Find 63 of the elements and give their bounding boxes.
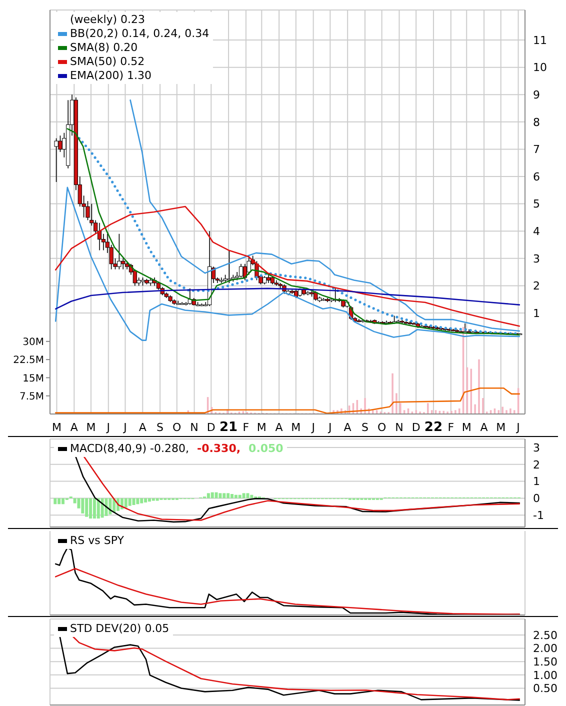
y2-tick-label: 7.5M [19, 391, 44, 402]
legend-label: EMA(200) 1.30 [70, 69, 152, 83]
legend-label: SMA(50) 0.52 [70, 55, 145, 69]
y2-tick-label: 22.5M [13, 355, 44, 366]
x-tick-label: D [206, 421, 216, 434]
x-tick-label: A [70, 421, 78, 434]
y-tick-label: 2.50 [533, 628, 558, 642]
x-tick-label: A [275, 421, 284, 434]
legend-label: MACD(8,40,9) -0.280, [70, 442, 189, 456]
x-tick-label: 21 [220, 420, 238, 435]
y-tick-label: 10 [533, 61, 547, 74]
y2-tick-label: 30M [22, 336, 44, 348]
y-tick-label: 4 [533, 225, 540, 238]
text: -0.330, [197, 442, 241, 456]
y-tick-label: 2.00 [533, 642, 558, 656]
x-tick-label: M [462, 421, 472, 434]
x-tick-label: J [516, 421, 520, 434]
x-tick-label: A [138, 421, 147, 434]
y-tick-label: 3 [533, 252, 540, 266]
y-tick-label: 0 [533, 492, 540, 506]
y-tick-label: 2 [533, 458, 540, 472]
chart-title: (weekly) 0.23 [69, 13, 146, 27]
x-tick-label: F [242, 421, 250, 434]
x-tick-label: M [496, 421, 506, 434]
y-tick-label: 5 [533, 198, 540, 211]
y-tick-label: 6 [533, 170, 540, 184]
y-tick-label: 8 [533, 116, 540, 129]
x-tick-label: M [291, 421, 301, 434]
y2-tick-label: 15M [22, 373, 44, 384]
legend-label: RS vs SPY [70, 534, 124, 548]
legend-label: BB(20,2) 0.14, 0.24, 0.34 [70, 27, 210, 41]
x-tick-label: 22 [424, 420, 443, 435]
y-tick-label: 0.50 [533, 682, 558, 696]
y-tick-label: 2 [533, 280, 540, 293]
x-tick-label: M [52, 421, 62, 434]
x-tick-label: J [106, 421, 110, 434]
x-tick-label: M [256, 421, 266, 434]
x-tick-label: J [122, 421, 127, 434]
y-tick-label: 3 [533, 441, 540, 454]
x-tick-label: S [361, 421, 368, 434]
y-tick-label: 1.50 [533, 656, 558, 669]
y-tick-label: 7 [533, 143, 540, 156]
y-tick-label: 1 [533, 475, 540, 488]
y-tick-label: 11 [533, 34, 547, 47]
x-tick-label: J [328, 421, 332, 434]
y-tick-label: -1 [533, 509, 544, 522]
text: 0.050 [248, 442, 284, 456]
x-tick-label: N [190, 421, 198, 434]
x-tick-label: J [310, 421, 315, 434]
x-tick-label: O [377, 421, 386, 434]
x-tick-label: N [395, 421, 404, 434]
legend-label: STD DEV(20) 0.05 [70, 622, 170, 636]
legend-label: SMA(8) 0.20 [70, 41, 138, 55]
x-tick-label: F [448, 421, 454, 434]
y-tick-label: 9 [533, 88, 540, 102]
x-tick-label: D [412, 421, 420, 434]
x-tick-label: O [172, 421, 182, 434]
y-tick-label: 1.00 [533, 668, 558, 682]
x-tick-label: M [86, 421, 96, 434]
y-tick-label: 1 [533, 306, 540, 320]
x-tick-label: A [480, 421, 488, 434]
x-tick-label: S [156, 421, 164, 434]
x-tick-label: A [344, 421, 352, 434]
